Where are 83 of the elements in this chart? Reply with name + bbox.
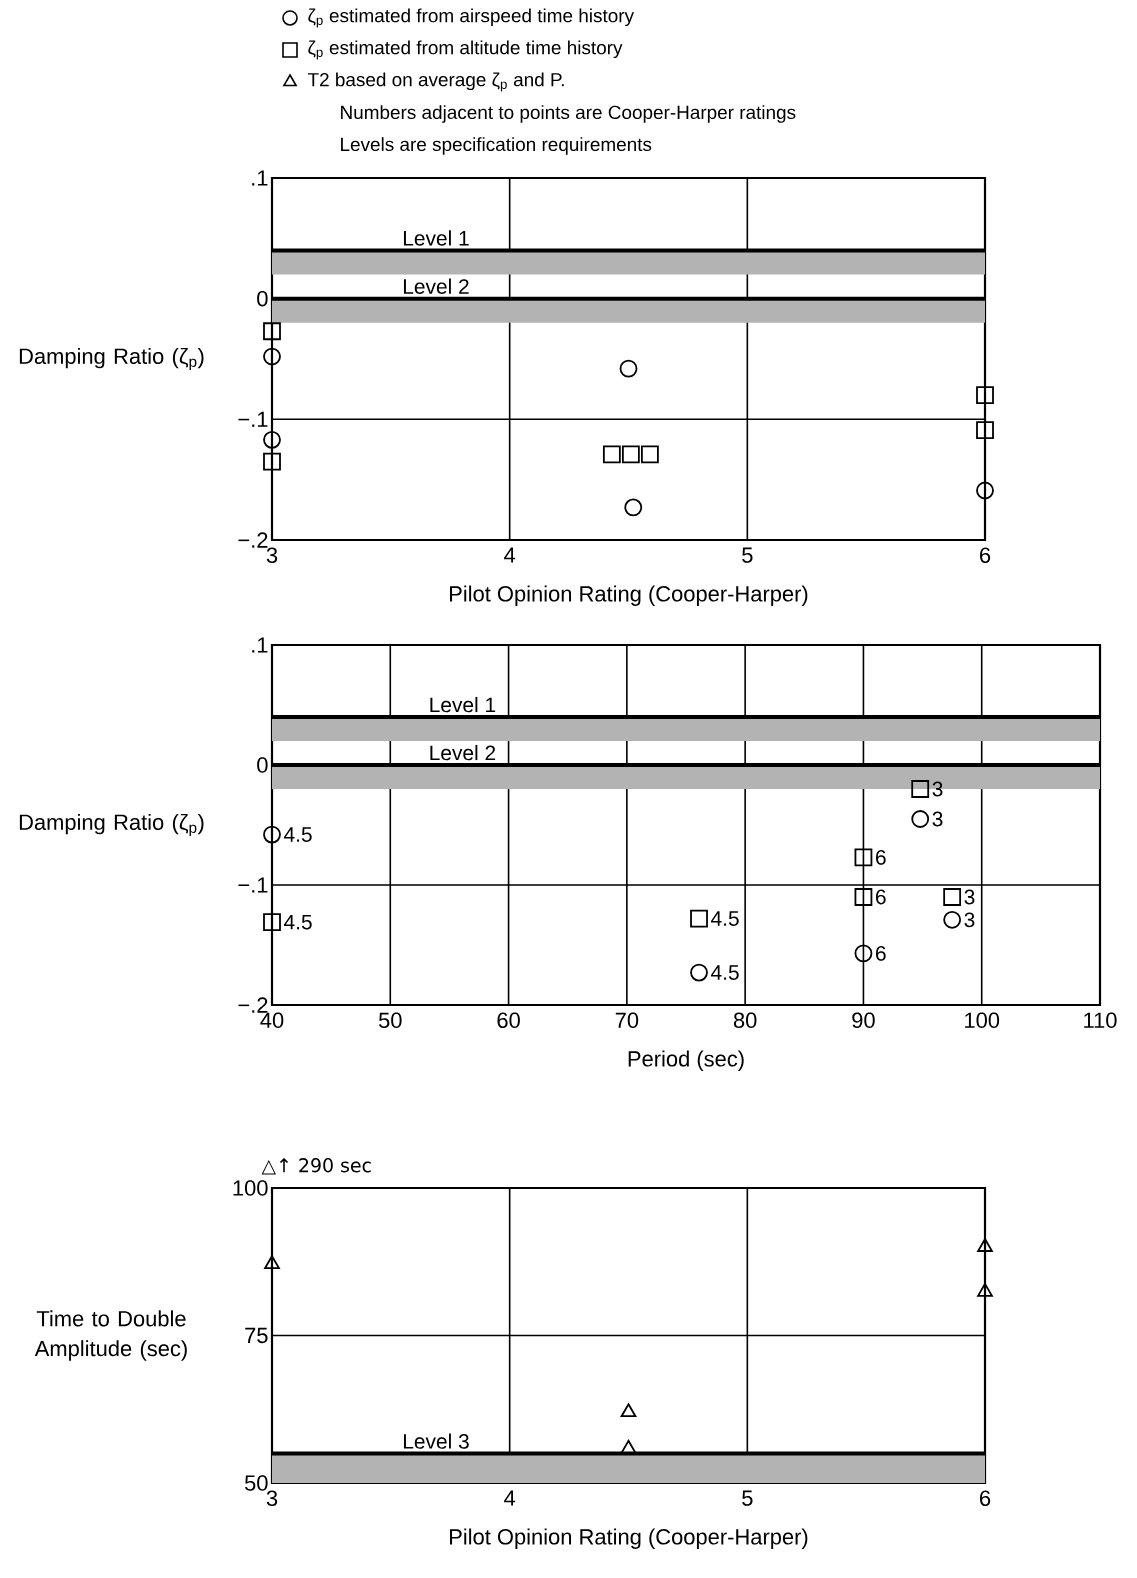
x-axis-title: Pilot Opinion Rating (Cooper-Harper) [450, 1528, 808, 1549]
ref-line-label: Level 2 [403, 278, 469, 294]
point [976, 421, 994, 440]
x-tick-label: 5 [742, 547, 753, 563]
x-tick-label: 100 [965, 1012, 1000, 1029]
x-tick-label: 50 [378, 1012, 402, 1029]
point [977, 1282, 993, 1297]
x-tick-label: 6 [980, 547, 991, 564]
y-tick-label: −.1 [238, 411, 268, 427]
ref-line-label: Level 2 [430, 744, 496, 761]
annotation: 3 [964, 889, 975, 905]
x-axis-title: Pilot Opinion Rating (Cooper-Harper) [450, 585, 808, 606]
y-tick-label: 100 [233, 1180, 268, 1196]
y-tick-label: 0 [257, 290, 268, 307]
point [621, 445, 640, 464]
point [640, 445, 659, 464]
point [619, 359, 638, 378]
x-tick-label: 60 [497, 1012, 520, 1029]
point [854, 848, 873, 867]
annotation: 4.5 [284, 914, 312, 930]
y-tick-label: 50 [244, 1475, 268, 1491]
point [976, 481, 994, 500]
y-tick-label: −.2 [238, 997, 268, 1013]
ref-line-label: Level 3 [403, 1433, 469, 1449]
x-tick-label: 5 [742, 1490, 753, 1506]
x-tick-label: 4 [504, 547, 516, 563]
point [264, 1255, 280, 1270]
y-axis-title: Damping Ratio (ζ$_{p}$) [19, 813, 204, 837]
ref-line-label: Level 1 [403, 230, 469, 246]
point [976, 386, 994, 405]
x-axis-title: Period (sec) [628, 1050, 744, 1071]
point [263, 913, 281, 932]
text: Numbers adjacent to points are Cooper-Harper ratings [341, 105, 796, 123]
point [263, 347, 281, 366]
legend-label: ζ$_{p}$ estimated from airspeed time history [308, 8, 634, 28]
text: △↑ 290 sec [261, 1158, 371, 1175]
x-tick-label: 70 [615, 1012, 639, 1029]
legend-label: ζ$_{p}$ estimated from altitude time history [308, 40, 623, 60]
legend-label: T2 based on average ζ$_{p}$ and P. [307, 72, 564, 92]
x-tick-label: 3 [266, 547, 278, 564]
y-tick-label: .1 [252, 170, 268, 186]
y-tick-label: −.1 [238, 877, 268, 893]
point [943, 910, 962, 929]
y-tick-label: 0 [257, 757, 268, 773]
y-axis-title: Damping Ratio (ζ$_{p}$) [19, 347, 204, 371]
point [854, 944, 873, 963]
annotation: 6 [876, 849, 886, 865]
x-tick-label: 110 [1084, 1012, 1117, 1029]
point [602, 445, 621, 464]
annotation: 4.5 [284, 827, 312, 842]
annotation: 3 [932, 781, 943, 797]
x-tick-label: 40 [260, 1012, 284, 1029]
y-tick-label: .1 [252, 637, 268, 653]
point [911, 780, 930, 798]
point [977, 1238, 993, 1252]
annotation: 4.5 [711, 911, 739, 926]
x-tick-label: 6 [980, 1490, 991, 1507]
annotation: 3 [964, 912, 975, 928]
point [620, 1403, 637, 1418]
point [263, 430, 281, 449]
x-tick-label: 4 [504, 1490, 516, 1506]
y-tick-label: −.2 [238, 532, 268, 548]
x-tick-label: 90 [852, 1012, 875, 1029]
annotation: 6 [876, 945, 886, 961]
point [263, 452, 281, 471]
x-tick-label: 3 [266, 1490, 278, 1507]
annotation: 6 [876, 889, 886, 905]
point [263, 322, 281, 341]
point [620, 1439, 637, 1454]
point [263, 825, 281, 844]
y-axis-title: Time to Double Amplitude (sec) [34, 1310, 187, 1361]
text: Levels are specification requirements [341, 137, 652, 155]
annotation: 4.5 [711, 965, 739, 980]
point [690, 909, 708, 928]
point [911, 810, 930, 828]
point [943, 888, 962, 906]
point [854, 888, 873, 906]
annotation: 3 [932, 811, 943, 827]
ref-line-label: Level 1 [430, 696, 496, 713]
y-tick-label: 75 [245, 1327, 268, 1344]
point [624, 498, 643, 517]
x-tick-label: 80 [733, 1012, 757, 1029]
point [690, 963, 708, 982]
